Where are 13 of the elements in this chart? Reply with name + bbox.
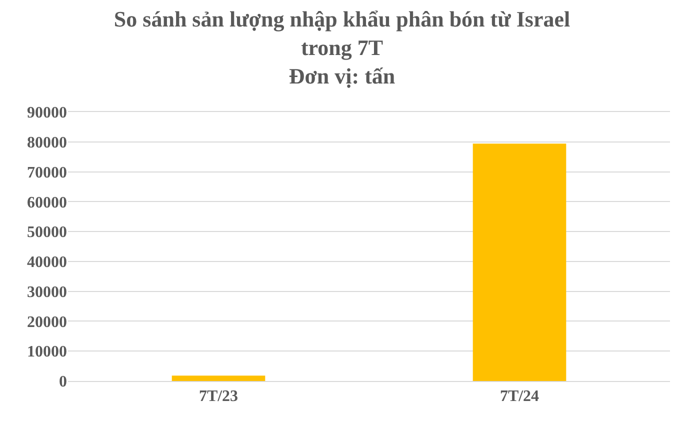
y-tick-label: 20000 [27, 314, 67, 331]
y-tick-label: 80000 [27, 134, 67, 152]
y-tick-label: 0 [59, 374, 67, 391]
y-tick-label: 10000 [27, 344, 67, 361]
x-tick-label: 7T/23 [198, 388, 238, 406]
y-tick-label: 40000 [27, 254, 67, 272]
y-tick-label: 30000 [27, 284, 67, 301]
x-tick-label: 7T/24 [500, 388, 540, 406]
y-tick-label: 50000 [27, 224, 67, 242]
chart-title: So sánh sản lượng nhập khẩu phân bón từ Israel trong 7T Đơn vị: tấn [114, 6, 570, 89]
y-tick-label: 70000 [27, 164, 67, 182]
y-tick-label: 60000 [27, 194, 67, 212]
y-tick-label: 90000 [27, 104, 67, 122]
